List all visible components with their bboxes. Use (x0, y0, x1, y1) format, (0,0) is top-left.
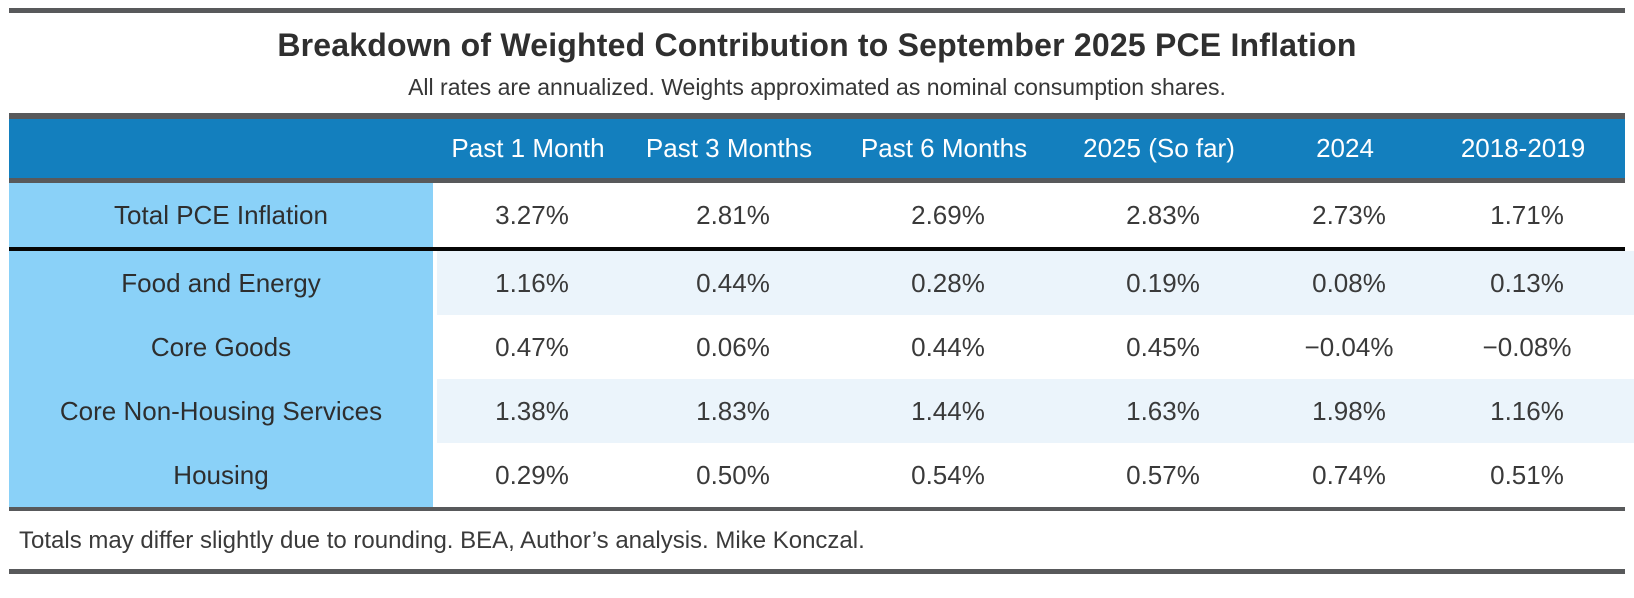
value-cell: 2.69% (839, 183, 1057, 247)
value-cell: 0.44% (627, 251, 839, 315)
header-cell-2024: 2024 (1316, 133, 1374, 163)
row-label: Housing (9, 443, 433, 507)
value-cell: 0.74% (1269, 443, 1429, 507)
column-gap (433, 379, 437, 443)
value-cell: 0.54% (839, 443, 1057, 507)
column-gap (433, 443, 437, 507)
table-bottom-rule (9, 507, 1625, 511)
value-cell: 1.38% (437, 379, 627, 443)
value-cell: 0.19% (1057, 251, 1269, 315)
row-label: Food and Energy (9, 251, 433, 315)
row-label: Core Goods (9, 315, 433, 379)
value-cell: 1.16% (437, 251, 627, 315)
value-cell: 1.16% (1429, 379, 1634, 443)
value-cell: 2.73% (1269, 183, 1429, 247)
table-row-core-non-housing-services: Core Non-Housing Services 1.38% 1.83% 1.… (9, 379, 1634, 443)
bottom-rule (9, 569, 1625, 574)
value-cell: 0.47% (437, 315, 627, 379)
header-cell-past-3-months: Past 3 Months (645, 133, 813, 163)
table-row-housing: Housing 0.29% 0.50% 0.54% 0.57% 0.74% 0.… (9, 443, 1634, 507)
value-cell: 1.44% (839, 379, 1057, 443)
value-cell: 0.44% (839, 315, 1057, 379)
page-subtitle: All rates are annualized. Weights approx… (408, 74, 1226, 100)
column-gap (433, 315, 437, 379)
value-cell: 1.63% (1057, 379, 1269, 443)
value-cell: −0.08% (1429, 315, 1634, 379)
row-label: Core Non-Housing Services (9, 379, 433, 443)
table-row-core-goods: Core Goods 0.47% 0.06% 0.44% 0.45% −0.04… (9, 315, 1634, 379)
value-cell: 2.83% (1057, 183, 1269, 247)
value-cell: 0.57% (1057, 443, 1269, 507)
value-cell: 1.83% (627, 379, 839, 443)
header-cell-past-1-month: Past 1 Month (451, 133, 605, 163)
page-title: Breakdown of Weighted Contribution to Se… (277, 27, 1357, 63)
value-cell: 0.50% (627, 443, 839, 507)
value-cell: −0.04% (1269, 315, 1429, 379)
value-cell: 0.08% (1269, 251, 1429, 315)
header-cell-past-6-months: Past 6 Months (860, 133, 1028, 163)
source-note: Totals may differ slightly due to roundi… (19, 527, 865, 554)
row-label: Total PCE Inflation (9, 183, 433, 247)
value-cell: 0.06% (627, 315, 839, 379)
value-cell: 0.51% (1429, 443, 1634, 507)
value-cell: 0.28% (839, 251, 1057, 315)
value-cell: 0.45% (1057, 315, 1269, 379)
value-cell: 0.29% (437, 443, 627, 507)
value-cell: 3.27% (437, 183, 627, 247)
value-cell: 0.13% (1429, 251, 1634, 315)
column-gap (433, 251, 437, 315)
table-row-food-energy: Food and Energy 1.16% 0.44% 0.28% 0.19% … (9, 251, 1634, 315)
header-cell-2025-so-far: 2025 (So far) (1083, 133, 1235, 163)
total-separator-rule (9, 247, 1625, 251)
table-row-total-pce: Total PCE Inflation 3.27% 2.81% 2.69% 2.… (9, 183, 1634, 247)
header-cell-2018-2019: 2018-2019 (1460, 133, 1586, 163)
value-cell: 2.81% (627, 183, 839, 247)
table-top-rule (9, 113, 1625, 119)
value-cell: 1.98% (1269, 379, 1429, 443)
header-bottom-rule (9, 178, 1625, 183)
table-header-row: Past 1 Month Past 3 Months Past 6 Months… (9, 119, 1625, 178)
top-rule (9, 8, 1625, 13)
pce-contribution-table: Past 1 Month Past 3 Months Past 6 Months… (9, 113, 1634, 511)
value-cell: 1.71% (1429, 183, 1634, 247)
column-gap (433, 183, 437, 247)
